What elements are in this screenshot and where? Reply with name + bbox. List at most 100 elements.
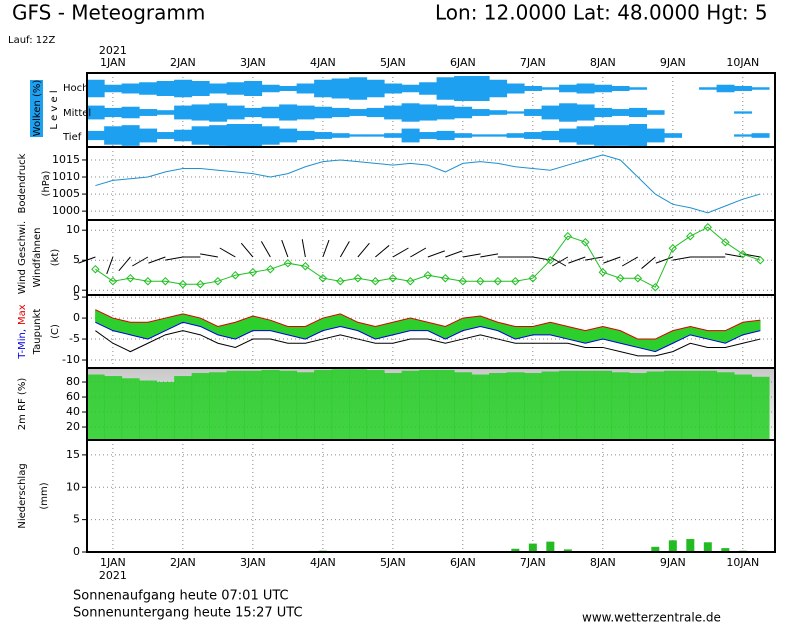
cloud-cell [121, 106, 140, 119]
cloud-cell [646, 128, 665, 143]
wind-barb [621, 256, 639, 267]
wind-marker [178, 279, 188, 289]
cloud-cell [541, 130, 560, 141]
y-label: (C) [50, 324, 61, 339]
wind-marker [371, 276, 380, 286]
y-tick-label: 1005 [52, 187, 80, 200]
y-tick-label: 20 [66, 420, 80, 433]
wind-barb [585, 256, 603, 261]
cloud-cell [489, 134, 508, 137]
wind-barb [480, 253, 499, 258]
cloud-cell [296, 105, 315, 120]
rh-bar [314, 370, 333, 440]
x-tick-label: 1JAN [100, 556, 126, 569]
cloud-cell [244, 124, 263, 147]
cloud-cell [384, 83, 403, 94]
rh-bar [156, 382, 175, 440]
cloud-cell [419, 132, 438, 139]
wind-barb [672, 256, 691, 261]
wind-barb [551, 256, 569, 267]
cloud-cell [86, 79, 105, 98]
wind-line [95, 226, 761, 288]
wind-marker [493, 276, 503, 286]
cloud-cell [559, 128, 578, 143]
rh-bar [611, 372, 630, 440]
sunrise: Sonnenaufgang heute 07:01 UTC [73, 589, 289, 604]
cloud-cell [261, 84, 280, 93]
cloud-cell [594, 84, 613, 93]
cloud-cell [611, 109, 630, 116]
x-tick-label: 2JAN [170, 556, 196, 569]
x-tick-label: 4JAN [310, 556, 336, 569]
cloud-cell [139, 109, 158, 116]
y-label: 2m RF (%) [17, 378, 28, 431]
rh-bar [261, 370, 280, 440]
cloud-cell [279, 86, 298, 91]
precip-bar [703, 542, 712, 552]
cloud-cell [296, 130, 315, 141]
wind-marker [528, 273, 538, 283]
x-tick-label: 7JAN [520, 56, 546, 69]
cloud-cell [191, 81, 210, 96]
cloud-cell [401, 103, 420, 122]
rh-bar [471, 374, 490, 440]
cloud-cell [104, 84, 123, 93]
cloud-cell [349, 134, 368, 137]
cloud-cell [366, 79, 385, 98]
wind-marker [633, 273, 643, 283]
rh-bar [401, 370, 420, 440]
wind-marker [668, 243, 678, 253]
cloud-cell [734, 111, 753, 114]
rh-bar [296, 372, 315, 440]
rh-bar [209, 372, 228, 440]
cloud-cell [541, 87, 560, 90]
cloud-cell [471, 109, 490, 116]
wind-barb [339, 241, 350, 258]
wind-marker [231, 270, 240, 280]
y-tick-label: 10 [66, 480, 80, 493]
panel-frame [86, 146, 776, 221]
cloud-cell [436, 77, 455, 100]
rh-bar [576, 370, 595, 440]
wind-barb [106, 256, 114, 275]
temp-line [95, 321, 761, 353]
x-tick-label: 7JAN [520, 556, 546, 569]
wind-marker [581, 237, 590, 247]
y-tick-label: -10 [62, 353, 80, 366]
cloud-cell [401, 84, 420, 93]
wind-barb [550, 256, 567, 267]
rh-bar [191, 373, 210, 440]
wind-barb [118, 256, 131, 272]
rh-bar [716, 372, 735, 440]
temp-range [655, 330, 674, 353]
y-tick-label: 0 [73, 545, 80, 558]
y-tick-label: 80 [66, 375, 80, 388]
wind-marker [161, 276, 170, 286]
wind-marker [406, 276, 415, 286]
rh-bar [524, 373, 543, 440]
wind-marker [738, 249, 748, 259]
cloud-cell [454, 106, 473, 119]
cloud-cell [331, 133, 350, 138]
rh-bar [436, 370, 455, 440]
cloud-cell [244, 107, 263, 118]
cloud-cell [646, 110, 665, 115]
y-tick-label: 1015 [52, 153, 80, 166]
x-tick-label: 10JAN [726, 556, 759, 569]
precip-bar [651, 546, 660, 552]
y-tick-label: 0 [73, 311, 80, 324]
y-label: Windfahnen [32, 228, 43, 288]
rh-bar [419, 370, 438, 440]
cloud-cell [209, 125, 228, 146]
wind-marker [476, 276, 485, 286]
cloud-cell [226, 105, 245, 120]
x-tick-label: 8JAN [590, 556, 616, 569]
cloud-cell [209, 103, 228, 122]
cloud-cell [576, 126, 595, 145]
wind-marker [423, 270, 433, 280]
cloud-cell [471, 76, 490, 101]
rh-bar [681, 370, 700, 440]
y-label: L e v e l [49, 90, 60, 129]
wind-barb [281, 239, 289, 258]
level-label: Tief [62, 132, 82, 143]
